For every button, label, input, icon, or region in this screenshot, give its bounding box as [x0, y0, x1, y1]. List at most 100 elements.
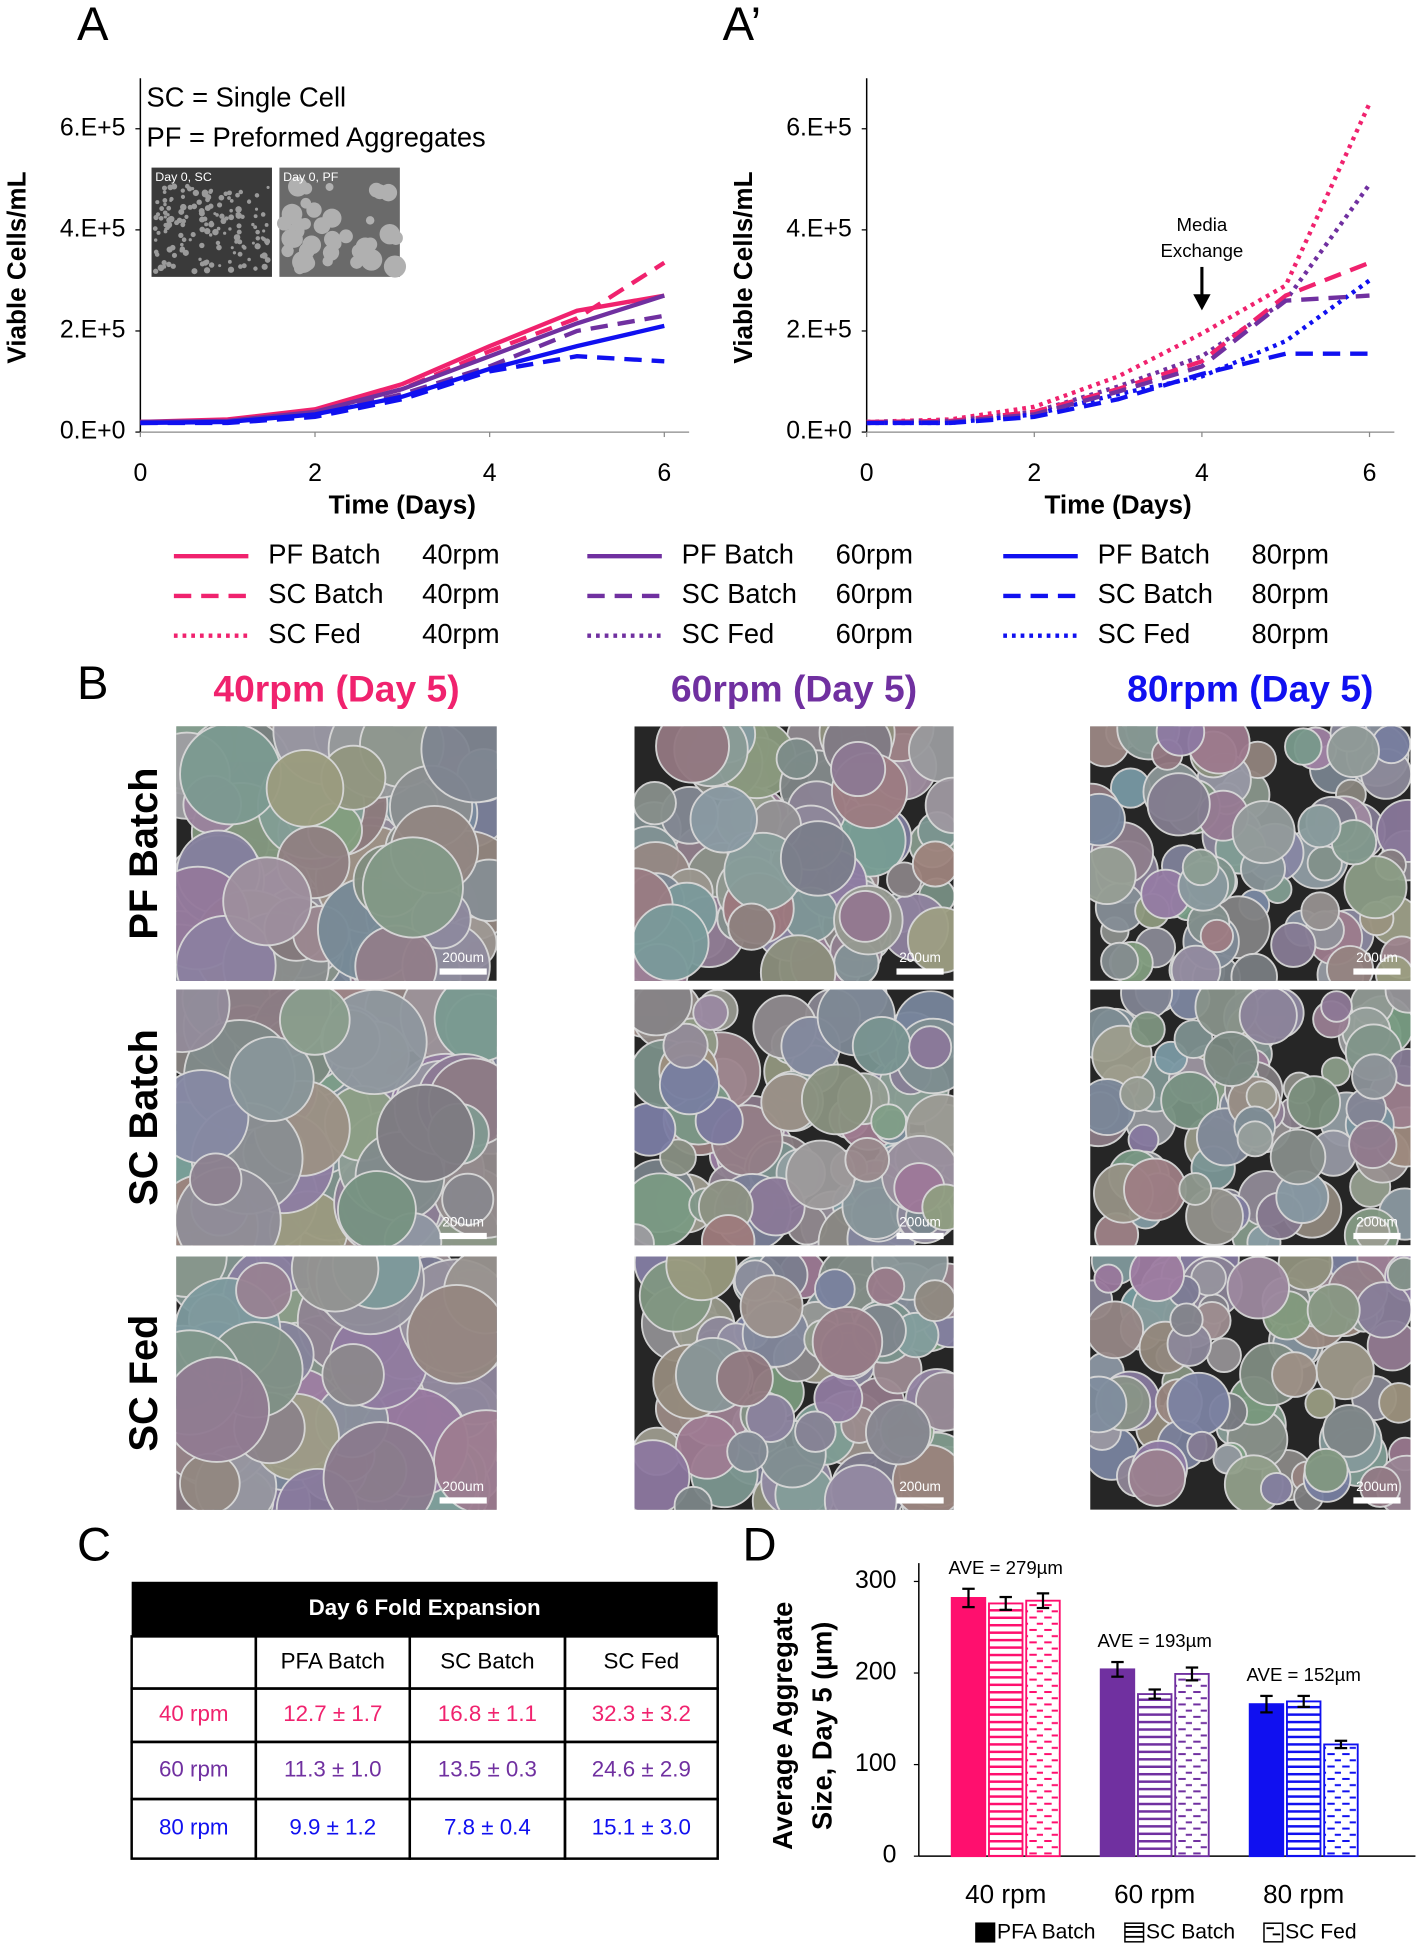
table-header: SC Batch [440, 1648, 534, 1673]
aggregate [634, 1439, 691, 1510]
aggregate [634, 780, 677, 826]
aggregate [785, 1139, 856, 1211]
inset-cell [260, 236, 265, 240]
annotation: AVE = 279µm [949, 1557, 1063, 1578]
series-line [140, 323, 665, 426]
inset-cell [216, 226, 221, 231]
aggregate [739, 1274, 804, 1339]
inset-cell [162, 185, 167, 191]
inset-cell [254, 193, 260, 198]
scale-bar-label: 200um [899, 1479, 941, 1494]
aggregate [1186, 1430, 1218, 1462]
aggregate [700, 1214, 756, 1246]
aggregate [1123, 1157, 1187, 1222]
table-cell [130, 1635, 258, 1690]
inset-cell [216, 244, 222, 251]
scale-bar [1353, 1232, 1401, 1240]
legend-label: SC Fed [268, 618, 361, 649]
series-line [140, 313, 665, 426]
table-value: 24.6 ± 2.9 [592, 1756, 691, 1781]
inset-cell [223, 231, 227, 235]
inset-cell [388, 230, 403, 245]
inset-cell [181, 218, 187, 224]
inset-cell [213, 212, 217, 216]
inset-cell [223, 191, 229, 196]
inset-cell [235, 212, 239, 216]
inset-cell [260, 212, 266, 217]
note: PF = Preformed Aggregates [147, 121, 486, 152]
series-line [866, 351, 1370, 426]
inset-cell [163, 222, 168, 228]
aggregate [433, 989, 497, 1063]
aggregate [908, 1025, 953, 1070]
inset-cell [238, 189, 244, 195]
aggregate [265, 749, 345, 828]
legend-label: SC Batch [1146, 1921, 1235, 1944]
aggregate [908, 726, 954, 783]
inset-cell [179, 246, 186, 252]
table-cell [563, 1797, 719, 1860]
bar [1286, 1700, 1322, 1858]
inset-cell [204, 222, 209, 227]
annotation: AVE = 152µm [1247, 1664, 1361, 1685]
aggregate [179, 1452, 241, 1510]
scale-bar-label: 200um [899, 950, 941, 965]
aggregate [1348, 1119, 1398, 1169]
y-tick-label: 4.E+5 [60, 215, 126, 242]
inset-cell [302, 235, 322, 255]
legend-rpm: 80rpm [1252, 618, 1329, 649]
inset-cell [322, 255, 333, 267]
series-line [140, 354, 665, 426]
aggregate [775, 737, 819, 780]
legend-label: SC Batch [268, 578, 383, 609]
inset-cell [232, 251, 237, 255]
x-tick-label: 0 [133, 460, 147, 487]
row-header: 80 rpm [159, 1815, 229, 1840]
aggregate [814, 1268, 856, 1311]
legend-label: SC Fed [1285, 1921, 1357, 1944]
inset-cell [288, 176, 308, 197]
inset-cell [253, 225, 258, 230]
inset-cell [227, 196, 231, 200]
bar [1174, 1673, 1210, 1858]
inset-cell [205, 259, 209, 264]
inset-cell [322, 208, 342, 228]
inset-cell [350, 255, 364, 269]
note: SC = Single Cell [147, 82, 347, 113]
aggregate [1259, 1471, 1294, 1506]
bar [1137, 1693, 1173, 1858]
legend-icon [975, 1922, 996, 1943]
aggregate [1090, 1300, 1145, 1360]
aggregate [1203, 1031, 1260, 1087]
aggregate [235, 1261, 293, 1319]
inset-cell [178, 210, 184, 215]
aggregate [1304, 1387, 1336, 1419]
legend-label: SC Batch [1098, 578, 1213, 609]
annotation: AVE = 193µm [1098, 1630, 1212, 1651]
inset-cell [178, 218, 183, 222]
inset-cell [233, 234, 241, 241]
table-value: 9.9 ± 1.2 [289, 1815, 376, 1840]
inset-cell [190, 232, 196, 238]
column-title: 40rpm (Day 5) [213, 667, 459, 709]
aggregate [1119, 1076, 1156, 1113]
aggregate [1169, 1302, 1204, 1337]
table-value: 16.8 ± 1.1 [438, 1701, 537, 1726]
inset-cell [208, 222, 214, 228]
scale-bar-label: 200um [1356, 950, 1398, 965]
inset-cell [156, 230, 161, 235]
x-axis-title: Time (Days) [1044, 489, 1191, 519]
inset-cell [180, 242, 184, 247]
aggregate [279, 989, 351, 1056]
aggregate [1231, 800, 1296, 865]
y-tick-label: 200 [855, 1659, 896, 1686]
inset-cell [155, 200, 160, 205]
aggregate [1226, 1256, 1290, 1320]
aggregate [830, 741, 887, 798]
x-axis-title: Time (Days) [329, 489, 476, 519]
aggregate [321, 1343, 385, 1407]
row-label: PF Batch [122, 768, 166, 940]
micrograph [634, 989, 954, 1246]
